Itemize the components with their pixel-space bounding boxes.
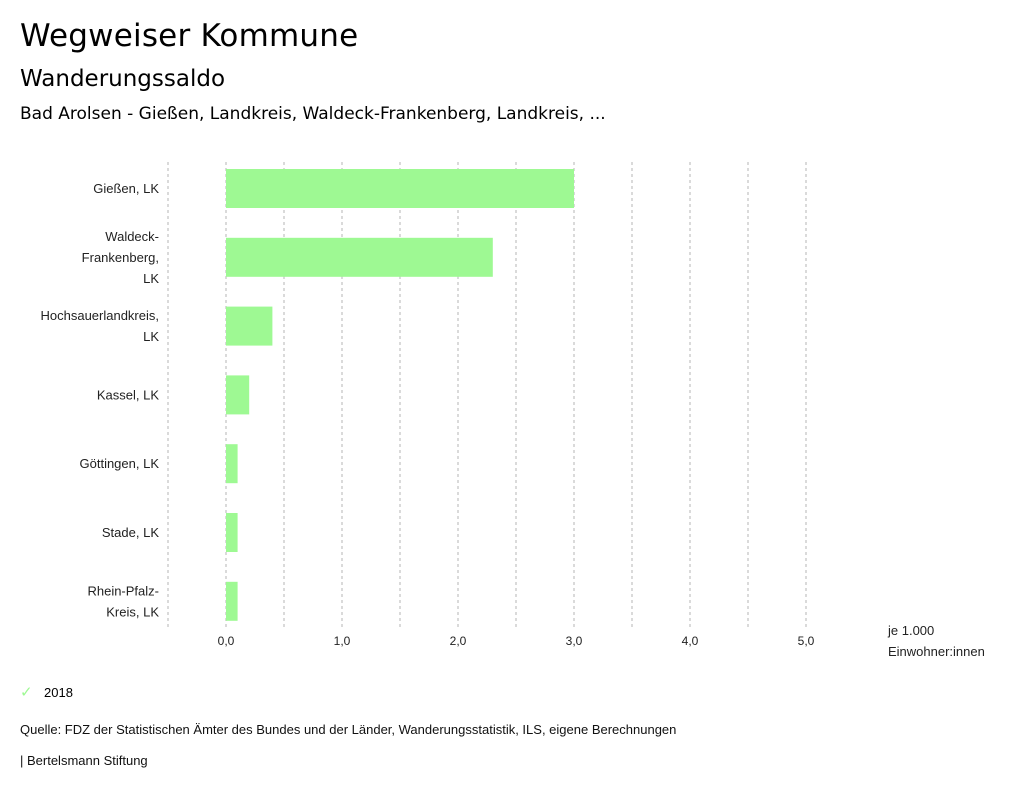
legend-label: 2018 — [44, 684, 73, 700]
unit-label: je 1.000 Einwohner:innen — [887, 623, 985, 659]
bar[interactable] — [226, 375, 250, 415]
bar[interactable] — [226, 513, 238, 552]
category-label: Stade, LK — [102, 525, 159, 540]
category-label: Rhein-Pfalz-Kreis, LK — [87, 583, 159, 619]
bar[interactable] — [226, 581, 238, 621]
category-label: Hochsauerlandkreis, LK — [40, 308, 159, 344]
chart-subtitle: Wanderungssaldo — [20, 66, 226, 92]
category-labels: Gießen, LK Waldeck-Frankenberg, LK Hochsaue… — [40, 181, 159, 619]
credit-note: | Bertelsmann Stiftung — [20, 753, 148, 768]
x-tick-label: 4,0 — [682, 634, 699, 648]
unit-label-line: Einwohner:innen — [888, 644, 985, 659]
category-label: Kassel, LK — [97, 387, 159, 402]
app-title: Wegweiser Kommune — [20, 18, 359, 54]
region-selection: Bad Arolsen - Gießen, Landkreis, Waldeck… — [20, 104, 606, 124]
legend[interactable]: ✓ 2018 — [20, 683, 73, 701]
gridlines — [167, 162, 807, 628]
source-note: Quelle: FDZ der Statistischen Ämter des … — [20, 722, 677, 737]
x-tick-label: 5,0 — [798, 634, 815, 648]
bar[interactable] — [226, 237, 493, 277]
category-label: Gießen, LK — [93, 181, 159, 196]
bar-chart: Gießen, LK Waldeck-Frankenberg, LK Hochsaue… — [40, 162, 985, 659]
x-tick-label: 2,0 — [450, 634, 467, 648]
x-tick-label: 0,0 — [218, 634, 235, 648]
bar[interactable] — [226, 306, 273, 346]
unit-label-line: je 1.000 — [887, 623, 934, 638]
checkmark-icon[interactable]: ✓ — [20, 683, 33, 701]
x-tick-label: 3,0 — [566, 634, 583, 648]
bar[interactable] — [226, 444, 238, 484]
x-tick-label: 1,0 — [334, 634, 351, 648]
bar[interactable] — [226, 169, 574, 208]
bars — [226, 169, 574, 621]
category-label: Waldeck-Frankenberg, LK — [82, 229, 160, 286]
category-label: Göttingen, LK — [80, 456, 160, 471]
x-tick-labels: 0,0 1,0 2,0 3,0 4,0 5,0 — [218, 634, 815, 648]
